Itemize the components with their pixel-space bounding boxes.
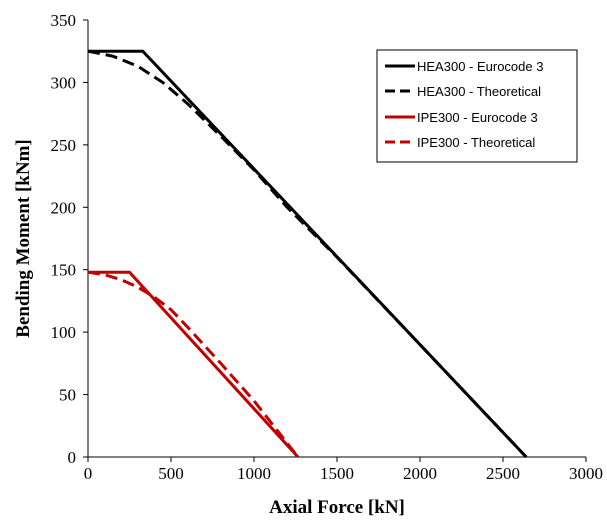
y-tick-label: 50 (59, 386, 76, 405)
y-tick-label: 300 (51, 73, 77, 92)
series-line-4 (87, 270, 300, 458)
x-tick-label: 3000 (569, 464, 603, 483)
tick-labels: 0 500 1000 1500 2000 2500 3000 0 50 100 150 200 250 3… (51, 11, 604, 483)
legend-label-4: IPE300 - Theoretical (417, 135, 535, 150)
x-tick-label: 2000 (403, 464, 437, 483)
x-tick-label: 2500 (486, 464, 520, 483)
y-tick-label: 100 (51, 323, 77, 342)
tick-marks (83, 19, 587, 462)
x-tick-label: 500 (158, 464, 184, 483)
legend-label-2: HEA300 - Theoretical (417, 84, 541, 99)
x-tick-label: 0 (84, 464, 93, 483)
x-axis-title: Axial Force [kN] (269, 497, 405, 518)
y-tick-label: 0 (68, 448, 77, 467)
y-tick-label: 150 (51, 261, 77, 280)
legend-label-3: IPE300 - Eurocode 3 (417, 110, 538, 125)
series-line-3 (88, 270, 300, 459)
y-tick-label: 250 (51, 136, 77, 155)
legend-box (376, 49, 578, 163)
y-tick-label: 200 (51, 198, 77, 217)
series-line-2 (87, 49, 528, 459)
y-tick-label: 350 (51, 11, 77, 30)
x-tick-label: 1000 (237, 464, 271, 483)
legend-label-1: HEA300 - Eurocode 3 (417, 59, 543, 74)
legend: HEA300 - Eurocode 3 HEA300 - Theoretical I… (376, 49, 578, 163)
y-axis-title: Bending Moment [kNm] (13, 139, 34, 337)
x-tick-label: 1500 (320, 464, 354, 483)
series-lines (87, 49, 528, 459)
